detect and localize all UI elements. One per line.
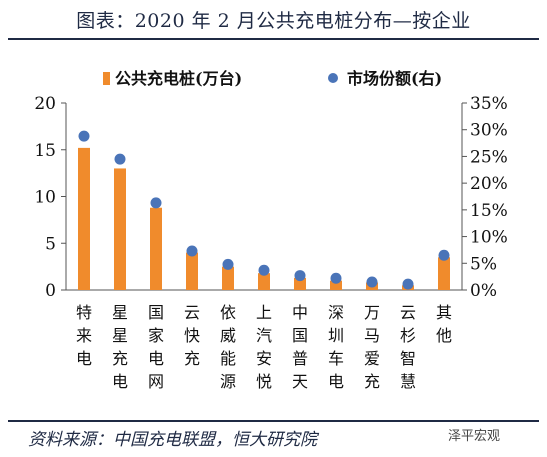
share-dot-中国普天: [294, 270, 306, 282]
category-label: 万马爱充: [364, 303, 380, 391]
bar-深圳车电: [330, 280, 342, 290]
left-tick-label: 0: [45, 281, 56, 301]
share-dot-依威能源: [222, 258, 234, 270]
bar-中国普天: [294, 277, 306, 290]
category-label: 深圳车电: [328, 303, 344, 391]
right-tick-label: 5%: [470, 254, 497, 274]
footer-rule: [8, 420, 539, 422]
bar-国家电网: [150, 207, 162, 290]
title-rule: [8, 38, 539, 40]
category-label: 特来电: [76, 303, 92, 368]
category-label: 其他: [436, 303, 452, 345]
share-dot-其他: [438, 249, 450, 261]
right-tick-label: 35%: [470, 94, 508, 114]
legend-dot-label: 市场份额(右): [347, 69, 442, 88]
share-dot-特来电: [78, 130, 90, 142]
category-label: 云杉智慧: [400, 303, 416, 391]
share-dot-万马爱充: [366, 276, 378, 288]
category-label: 依威能源: [220, 303, 236, 391]
chart-title: 图表：2020 年 2 月公共充电桩分布—按企业: [76, 10, 471, 32]
watermark: 泽平宏观: [448, 429, 501, 444]
bar-上汽安悦: [258, 273, 270, 290]
legend: 公共充电桩(万台) 市场份额(右): [103, 69, 442, 88]
share-dot-国家电网: [150, 197, 162, 209]
right-tick-label: 15%: [470, 201, 508, 221]
axes: 0 5 10 15 20 0% 5% 10% 15% 20% 25% 30% 35%: [34, 94, 507, 301]
legend-bar-label: 公共充电桩(万台): [115, 69, 242, 88]
share-dots: [78, 130, 450, 290]
share-dot-上汽安悦: [258, 264, 270, 276]
right-tick-label: 0%: [470, 281, 497, 301]
share-dot-云快充: [186, 245, 198, 257]
bar-星星充电: [114, 168, 126, 290]
legend-dot-swatch: [328, 73, 338, 83]
category-label: 中国普天: [292, 303, 308, 391]
bar-特来电: [78, 147, 90, 290]
right-tick-label: 20%: [470, 174, 508, 194]
right-tick-label: 30%: [470, 121, 508, 141]
left-tick-label: 10: [34, 188, 56, 208]
left-tick-label: 15: [34, 141, 56, 161]
share-dot-深圳车电: [330, 272, 342, 284]
legend-bar-swatch: [103, 72, 110, 85]
category-label: 国家电网: [148, 303, 164, 391]
category-labels: 特来电 星星充电 国家电网 云快充 依威能源 上汽安悦 中国普天 深圳车电 万马爱充 云杉智慧 其他: [76, 303, 452, 391]
left-tick-label: 20: [34, 94, 56, 114]
bar-依威能源: [222, 266, 234, 290]
category-label: 云快充: [184, 303, 200, 368]
bar-云快充: [186, 252, 198, 290]
left-tick-label: 5: [45, 234, 56, 254]
category-label: 上汽安悦: [256, 303, 272, 391]
category-label: 星星充电: [112, 303, 128, 391]
right-tick-label: 25%: [470, 147, 508, 167]
bar-其他: [438, 257, 450, 290]
share-dot-星星充电: [114, 153, 126, 165]
right-tick-label: 10%: [470, 228, 508, 248]
source-note: 资料来源：中国充电联盟，恒大研究院: [28, 430, 317, 450]
share-dot-云杉智慧: [402, 278, 414, 290]
